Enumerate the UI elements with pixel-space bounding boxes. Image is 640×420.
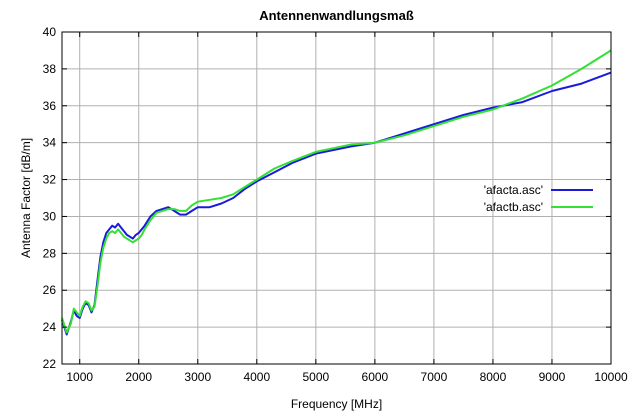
x-tick-label: 8000	[480, 370, 507, 384]
y-tick-label: 28	[43, 246, 57, 260]
y-tick-label: 24	[43, 320, 57, 334]
y-tick-label: 30	[43, 209, 57, 223]
legend-label-1: 'afacta.asc'	[484, 183, 543, 197]
x-tick-label: 10000	[594, 370, 628, 384]
x-tick-label: 4000	[243, 370, 270, 384]
y-axis-label: Antenna Factor [dB/m]	[19, 138, 33, 258]
x-tick-labels: 1000 2000 3000 4000 5000 6000 7000 8000 9000 1000…	[66, 370, 628, 384]
y-tick-label: 26	[43, 283, 57, 297]
x-tick-label: 3000	[184, 370, 211, 384]
legend: 'afacta.asc' 'afactb.asc'	[484, 183, 593, 214]
x-tick-label: 2000	[125, 370, 152, 384]
y-tick-label: 34	[43, 136, 57, 150]
series-layer	[61, 49, 612, 336]
plot-frame	[61, 31, 612, 365]
x-tick-label: 7000	[421, 370, 448, 384]
y-tick-label: 32	[43, 173, 57, 187]
legend-label-2: 'afactb.asc'	[484, 200, 543, 214]
grid-lines	[62, 32, 611, 364]
series-line-2	[61, 49, 612, 334]
y-tick-label: 40	[43, 25, 57, 39]
y-tick-labels: 22 24 26 28 30 32 34 36 38 40	[43, 25, 57, 371]
x-tick-label: 9000	[539, 370, 566, 384]
x-axis-label: Frequency [MHz]	[291, 397, 382, 411]
x-tick-label: 5000	[302, 370, 329, 384]
y-tick-label: 38	[43, 62, 57, 76]
axis-ticks	[62, 31, 612, 365]
y-tick-label: 36	[43, 99, 57, 113]
x-tick-label: 1000	[66, 370, 93, 384]
chart-title: Antennenwandlungsmaß	[259, 8, 414, 23]
y-tick-label: 22	[43, 357, 57, 371]
x-tick-label: 6000	[362, 370, 389, 384]
